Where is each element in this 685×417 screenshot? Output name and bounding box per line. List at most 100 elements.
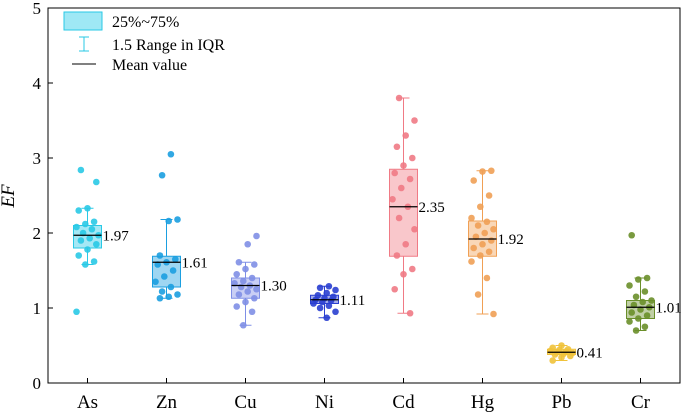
data-point — [628, 309, 635, 316]
data-point — [84, 246, 91, 253]
x-tick-label: Cu — [234, 392, 257, 413]
y-tick-label: 4 — [33, 74, 42, 93]
data-point — [88, 225, 96, 233]
data-point — [470, 244, 478, 252]
data-point — [251, 294, 258, 302]
data-point — [411, 117, 418, 124]
y-tick-label: 5 — [33, 0, 42, 18]
data-point — [391, 285, 399, 293]
data-point — [395, 214, 403, 222]
data-point — [156, 252, 164, 259]
mean-label: 0.41 — [577, 345, 603, 361]
data-point — [240, 321, 247, 329]
data-point — [330, 293, 337, 301]
data-point — [483, 274, 491, 282]
data-point — [400, 162, 407, 169]
data-point — [569, 349, 576, 357]
box-group-ni: 1.11 — [310, 282, 365, 322]
data-point — [468, 214, 475, 222]
data-point — [402, 240, 410, 248]
data-point — [233, 270, 240, 278]
data-point — [325, 302, 333, 310]
data-point — [165, 293, 172, 301]
data-point — [635, 276, 642, 283]
data-point — [93, 178, 100, 186]
data-point — [73, 308, 80, 316]
data-point — [323, 289, 331, 297]
data-point — [316, 304, 324, 312]
data-point — [485, 248, 493, 256]
box-group-cd: 2.35 — [389, 94, 445, 317]
data-point — [406, 309, 414, 317]
data-point — [161, 273, 168, 280]
box-group-pb: 0.41 — [547, 342, 603, 364]
data-point — [84, 204, 91, 212]
data-point — [411, 225, 418, 233]
data-point — [477, 203, 484, 211]
data-point — [314, 291, 322, 299]
data-point — [240, 277, 247, 285]
data-point — [626, 282, 633, 289]
data-point — [253, 232, 260, 240]
box-group-cr: 1.01 — [626, 231, 682, 334]
x-tick-label: Cd — [392, 392, 415, 413]
data-point — [485, 192, 493, 199]
data-point — [75, 207, 82, 214]
data-point — [251, 261, 258, 268]
data-point — [393, 252, 401, 259]
box-group-hg: 1.92 — [468, 167, 524, 318]
data-point — [635, 315, 642, 322]
data-point — [169, 267, 177, 274]
data-point — [639, 298, 646, 306]
legend-entry-whisker: 1.5 Range in IQR — [112, 37, 225, 54]
data-point — [167, 283, 175, 291]
data-point — [242, 265, 249, 273]
data-point — [325, 282, 333, 290]
data-point — [490, 225, 497, 233]
data-point — [174, 291, 181, 298]
legend-whisker-swatch — [79, 36, 89, 52]
data-point — [242, 298, 249, 306]
data-point — [474, 222, 482, 229]
y-axis: 0 1 2 3 4 5 — [33, 0, 53, 393]
mean-label: 2.35 — [419, 200, 445, 216]
x-tick-label: Ni — [315, 392, 334, 413]
data-point — [391, 169, 399, 177]
data-point — [77, 237, 85, 244]
plot-frame — [47, 7, 681, 384]
data-point — [628, 231, 635, 239]
data-point — [86, 234, 93, 242]
data-point — [332, 286, 339, 294]
data-point — [398, 184, 405, 192]
data-point — [244, 288, 251, 295]
data-point — [470, 177, 478, 184]
data-point — [158, 288, 166, 295]
y-tick-label: 0 — [33, 374, 42, 393]
y-tick-label: 2 — [33, 224, 42, 243]
data-point — [235, 291, 243, 298]
data-point — [156, 294, 164, 302]
data-point — [468, 258, 475, 265]
data-point — [393, 143, 401, 151]
legend-entry-mean: Mean value — [112, 57, 187, 74]
box-group-as: 1.97 — [73, 166, 129, 316]
data-point — [409, 265, 416, 273]
data-point — [641, 288, 649, 295]
data-point — [402, 132, 410, 139]
data-point — [253, 285, 260, 293]
data-point — [82, 261, 89, 268]
data-point — [477, 252, 484, 259]
data-point — [490, 310, 497, 318]
data-point — [641, 323, 649, 331]
data-point — [643, 312, 651, 319]
mean-label: 1.30 — [261, 279, 287, 295]
x-tick-label: As — [77, 392, 98, 413]
box-group-zn: 1.61 — [152, 150, 208, 302]
data-point — [479, 240, 486, 248]
data-point — [564, 345, 572, 353]
data-point — [244, 240, 251, 248]
data-point — [174, 216, 181, 223]
y-axis-label: EF — [0, 184, 19, 209]
data-point — [406, 175, 414, 183]
mean-label: 1.61 — [182, 255, 208, 271]
